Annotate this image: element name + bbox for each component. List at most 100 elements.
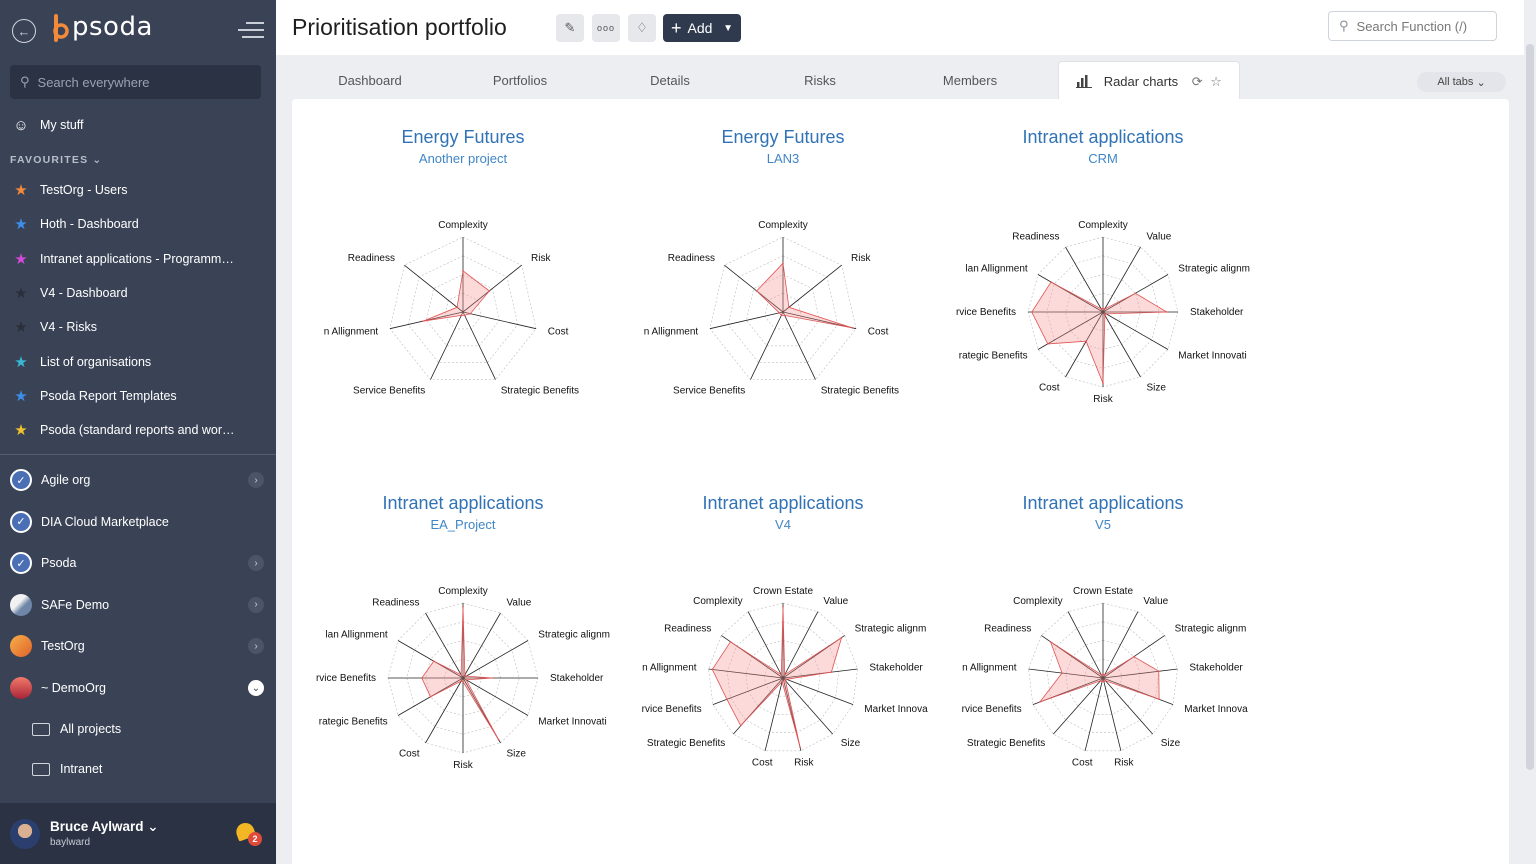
tab-portfolios[interactable]: Portfolios (492, 73, 548, 88)
sub-item-label: All projects (60, 722, 122, 736)
favourites-header[interactable]: FAVOURITES ⌄ (10, 154, 103, 166)
org-item[interactable]: ✓ DIA Cloud Marketplace (0, 504, 276, 540)
org-label: SAFe Demo (41, 597, 110, 612)
radar-axis-line (782, 677, 854, 705)
radar-axis-label: Cost (1039, 382, 1060, 393)
radar-grid-ring (708, 602, 858, 752)
chart-subtitle[interactable]: LAN3 (766, 151, 800, 166)
radar-series-area (711, 606, 843, 748)
tab-radar-charts[interactable]: Radar charts ⟳ ☆ (1058, 61, 1240, 99)
notifications-bell-icon[interactable]: 2 (233, 820, 262, 846)
radar-data-point (783, 673, 786, 676)
chart-title[interactable]: Intranet applications (382, 493, 544, 513)
org-item[interactable]: ✓ Psoda › (0, 545, 276, 581)
my-stuff-label: My stuff (40, 118, 84, 132)
org-logo-icon (10, 635, 32, 658)
radar-data-point (1102, 382, 1104, 385)
radar-axis-line (724, 264, 784, 313)
radar-data-point (462, 606, 464, 608)
radar-chart: Intranet applications EA_Project Complexit… (303, 493, 623, 793)
more-options-icon[interactable]: ooo (592, 14, 620, 42)
chevron-right-icon[interactable]: › (248, 472, 264, 488)
favourite-item[interactable]: ★ V4 - Dashboard (0, 277, 276, 309)
radar-axis-label: Readiness (668, 253, 715, 264)
sub-item-label: Intranet (60, 762, 103, 776)
favourite-item[interactable]: ★ Hoth - Dashboard (0, 208, 276, 240)
all-tabs-dropdown[interactable]: All tabs ⌄ (1417, 72, 1506, 92)
favourite-item[interactable]: ★ Psoda (standard reports and work… (0, 414, 276, 446)
chart-subtitle[interactable]: CRM (1088, 151, 1118, 166)
radar-axis-label: Size (841, 738, 861, 749)
global-search-input[interactable] (37, 74, 238, 90)
chevron-right-icon[interactable]: › (248, 555, 264, 572)
favourite-item[interactable]: ★ TestOrg - Users (0, 174, 276, 206)
chart-title[interactable]: Intranet applications (702, 493, 864, 513)
chart-title[interactable]: Intranet applications (1022, 493, 1184, 513)
favourite-item[interactable]: ★ V4 - Risks (0, 311, 276, 343)
refresh-icon[interactable]: ⟳ (1191, 74, 1203, 89)
radar-axis-line (1037, 274, 1104, 313)
radar-axis-label: Strategic alignm (1175, 624, 1247, 635)
favourite-item[interactable]: ★ Psoda Report Templates (0, 380, 276, 412)
radar-axis-line (782, 677, 833, 735)
function-search[interactable]: ⚲ (1328, 11, 1497, 41)
add-button[interactable]: + Add ▼ (663, 14, 741, 42)
collapse-sidebar-icon[interactable] (238, 22, 264, 40)
tab-risks[interactable]: Risks (804, 73, 836, 88)
star-outline-icon[interactable]: ☆ (1210, 74, 1222, 89)
chevron-right-icon[interactable]: › (248, 596, 264, 613)
star-icon: ★ (14, 319, 28, 337)
org-item[interactable]: ~ DemoOrg ⌄ (0, 670, 276, 706)
edit-pencil-icon[interactable]: ✎ (556, 14, 584, 42)
favourite-item[interactable]: ★ Intranet applications - Programme… (0, 243, 276, 275)
radar-data-point (1039, 701, 1041, 703)
tab-dashboard[interactable]: Dashboard (338, 73, 402, 88)
org-logo-icon: ✓ (10, 469, 32, 491)
page-scrollbar[interactable] (1526, 44, 1534, 770)
radar-data-point (429, 696, 432, 698)
chart-title[interactable]: Energy Futures (721, 127, 845, 147)
sub-item-all-projects[interactable]: All projects (32, 714, 252, 744)
org-item[interactable]: TestOrg › (0, 628, 276, 664)
chart-subtitle[interactable]: Another project (418, 151, 508, 166)
tab-details[interactable]: Details (650, 73, 690, 88)
chart-subtitle[interactable]: V5 (1095, 517, 1111, 532)
user-menu[interactable]: Bruce Aylward ⌄ baylward 2 (0, 803, 276, 864)
back-icon[interactable]: ← (12, 19, 36, 43)
tab-members[interactable]: Members (942, 73, 998, 88)
chart-subtitle[interactable]: EA_Project (430, 517, 496, 532)
org-label: ~ DemoOrg (41, 681, 106, 695)
radar-axis-label: Market Innovati (538, 717, 606, 728)
favourite-item[interactable]: ★ List of organisations (0, 346, 276, 378)
radar-data-point (469, 312, 472, 315)
radar-axis-label: Complexity (438, 586, 487, 597)
user-username: baylward (50, 837, 91, 848)
chart-title[interactable]: Intranet applications (1022, 127, 1184, 147)
radar-svg: Complexity Risk Cost Strategic Benefits Serv… (644, 220, 899, 396)
radar-data-point (1104, 314, 1106, 316)
function-search-input[interactable] (1356, 18, 1487, 34)
global-search[interactable]: ⚲ (10, 65, 261, 99)
radar-data-point (788, 306, 790, 309)
chevron-right-icon[interactable]: › (248, 638, 264, 655)
radar-axis-label: Complexity (693, 596, 742, 607)
radar-axis-label: Value (507, 598, 532, 609)
radar-axis-label: Cost (1072, 758, 1093, 769)
chart-subtitle[interactable]: V4 (775, 517, 791, 532)
radar-axis-line (1102, 677, 1122, 751)
org-item[interactable]: SAFe Demo › (0, 587, 276, 623)
org-label: Psoda (41, 556, 77, 571)
star-icon: ★ (14, 353, 28, 371)
radar-data-point (711, 668, 714, 671)
chevron-down-icon[interactable]: ⌄ (248, 680, 264, 696)
add-label: Add (687, 20, 713, 36)
org-item[interactable]: ✓ Agile org › (0, 462, 276, 498)
chart-title[interactable]: Energy Futures (401, 127, 525, 147)
plus-icon: + (671, 18, 682, 38)
tag-icon[interactable]: ♢ (628, 14, 656, 42)
my-stuff-link[interactable]: ☺ My stuff (0, 109, 276, 141)
sub-item-intranet[interactable]: Intranet (32, 754, 252, 784)
psoda-logo[interactable]: psoda (50, 12, 153, 42)
radar-data-point (726, 698, 728, 701)
radar-axis-label: Strategic Benefits (821, 385, 899, 396)
